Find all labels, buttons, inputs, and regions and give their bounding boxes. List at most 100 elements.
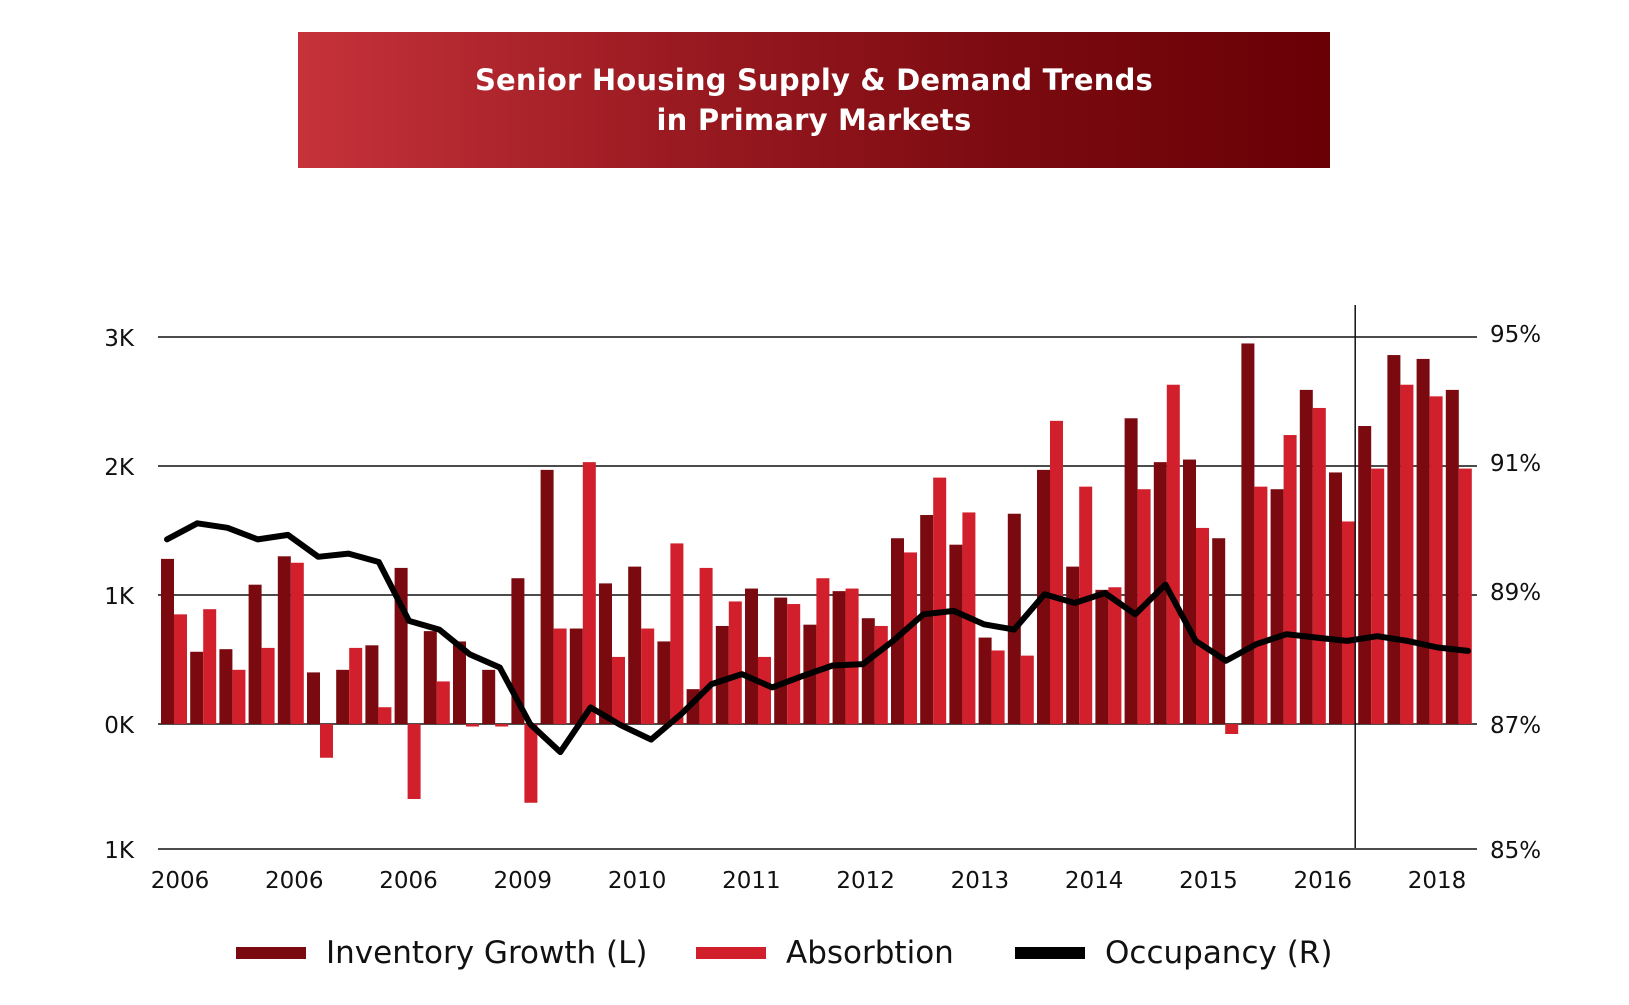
absorption-bar	[1400, 384, 1414, 724]
inventory-bar	[336, 669, 350, 724]
inventory-bar	[599, 583, 612, 724]
inventory-bar	[161, 558, 174, 724]
inventory-bar	[949, 544, 963, 724]
x-tick-label: 2009	[494, 868, 553, 894]
x-tick-label: 2006	[151, 868, 210, 894]
legend-item-inventory: Inventory Growth (L)	[236, 935, 647, 971]
x-tick-label: 2014	[1065, 868, 1124, 894]
inventory-bar	[715, 625, 729, 724]
absorption-bar	[466, 724, 479, 727]
inventory-bar	[1445, 389, 1459, 724]
absorption-bar	[1166, 384, 1180, 724]
inventory-bar	[1270, 489, 1284, 724]
inventory-bar	[365, 645, 379, 724]
inventory-bar	[1358, 426, 1372, 724]
x-tick-label: 2011	[722, 868, 781, 894]
absorption-bar	[1283, 435, 1297, 724]
absorption-bar	[203, 609, 217, 724]
x-tick-label: 2016	[1293, 868, 1352, 894]
absorption-bar	[1429, 396, 1443, 724]
inventory-bar	[423, 631, 437, 724]
inventory-bar	[1241, 343, 1255, 724]
absorption-bars	[174, 384, 1472, 803]
inventory-bar	[745, 588, 758, 724]
absorption-bar	[524, 724, 538, 803]
inventory-bar	[891, 538, 904, 724]
inventory-bar	[307, 672, 320, 724]
absorption-bar	[904, 552, 917, 724]
absorption-bar	[1020, 655, 1034, 724]
absorption-bar	[1225, 724, 1239, 734]
inventory-bar	[248, 584, 262, 724]
absorption-bar	[232, 669, 246, 724]
x-tick-label: 2006	[265, 868, 324, 894]
right-tick-label: 87%	[1490, 713, 1541, 739]
title-banner: Senior Housing Supply & Demand Trends in…	[298, 32, 1330, 168]
legend-item-absorption: Absorbtion	[696, 935, 954, 971]
inventory-bar	[1183, 459, 1196, 724]
absorption-bar	[1458, 468, 1472, 724]
absorption-bar	[845, 588, 859, 724]
right-tick-label: 85%	[1490, 838, 1541, 864]
left-tick-label: 1K	[104, 584, 135, 610]
inventory-bar	[190, 651, 204, 724]
left-tick-label: 0K	[104, 713, 135, 739]
inventory-bar	[1007, 513, 1021, 724]
absorption-bar	[728, 601, 742, 724]
absorption-bar	[1079, 486, 1093, 724]
inventory-bar	[774, 597, 788, 724]
inventory-bar	[1416, 358, 1430, 724]
legend-label-occupancy: Occupancy (R)	[1105, 935, 1333, 971]
left-tick-label: 3K	[104, 326, 135, 352]
inventory-bar	[628, 566, 642, 724]
left-axis-ticks: 3K 2K 1K 0K 1K	[104, 326, 135, 864]
right-tick-label: 89%	[1490, 580, 1541, 606]
x-tick-label: 2006	[379, 868, 438, 894]
absorption-bar	[1371, 468, 1385, 724]
absorption-bar	[290, 562, 304, 724]
absorption-bar	[1196, 527, 1209, 724]
right-tick-label: 91%	[1490, 451, 1541, 477]
absorption-bar	[349, 647, 363, 724]
inventory-bar	[1066, 566, 1080, 724]
absorption-bar	[407, 724, 421, 799]
absorption-bar	[933, 477, 947, 724]
absorption-bar	[1342, 521, 1355, 724]
inventory-bar	[920, 515, 934, 724]
absorption-bar	[1108, 587, 1122, 724]
x-tick-label: 2015	[1179, 868, 1238, 894]
inventory-bar	[1387, 355, 1401, 724]
legend-label-absorption: Absorbtion	[786, 935, 954, 971]
left-tick-label: 1K	[104, 838, 135, 864]
chart-title-line-2: in Primary Markets	[656, 103, 972, 137]
inventory-bar	[569, 628, 583, 724]
occupancy-series-line	[164, 520, 1471, 756]
inventory-bar	[832, 591, 846, 724]
absorption-bar	[991, 650, 1005, 724]
x-axis-labels: 2006 2006 2006 2009 2010 2011 2012 2013 2014 2015…	[151, 868, 1467, 894]
absorption-bar	[320, 724, 333, 758]
x-tick-label: 2013	[951, 868, 1010, 894]
absorption-bar	[378, 707, 392, 724]
absorption-bar	[495, 724, 509, 727]
inventory-bar	[453, 641, 466, 724]
absorption-bar	[699, 567, 713, 724]
inventory-bar	[219, 649, 233, 724]
absorption-bar	[787, 604, 801, 724]
absorption-bar	[582, 462, 596, 724]
inventory-bar	[1212, 538, 1226, 724]
inventory-bars	[161, 343, 1459, 724]
inventory-bar	[861, 618, 875, 724]
inventory-bar	[1095, 589, 1109, 724]
legend-swatch-absorption	[696, 947, 766, 959]
right-tick-label: 95%	[1490, 322, 1541, 348]
absorption-bar	[261, 647, 275, 724]
absorption-bar	[641, 628, 655, 724]
inventory-bar	[978, 637, 992, 724]
inventory-bar	[277, 556, 291, 724]
absorption-bar	[1254, 486, 1268, 724]
right-axis-ticks: 95% 91% 89% 87% 85%	[1490, 322, 1541, 864]
inventory-bar	[1124, 418, 1138, 724]
absorption-bar	[874, 625, 888, 724]
